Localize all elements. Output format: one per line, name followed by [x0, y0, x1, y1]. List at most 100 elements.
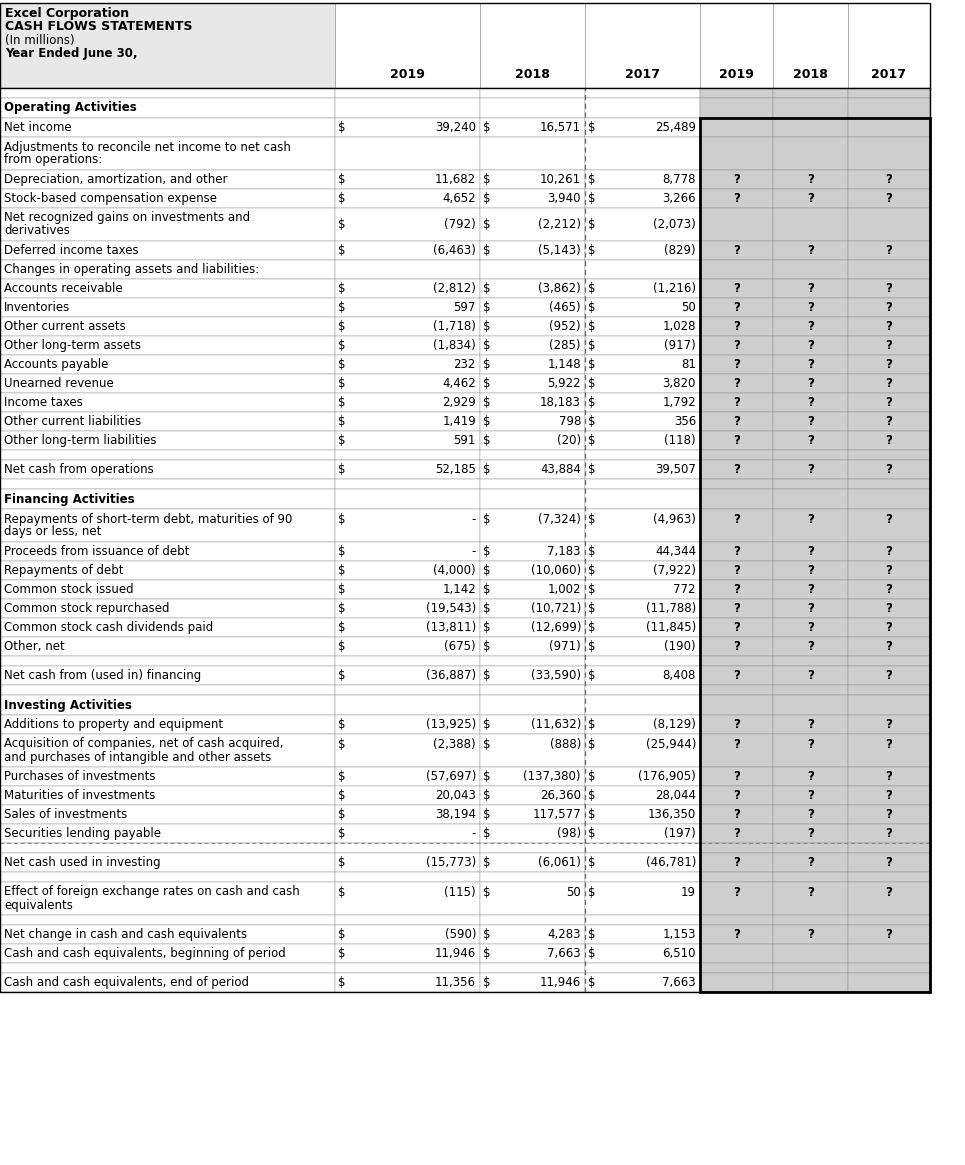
Bar [585, 963, 700, 973]
Bar [335, 666, 480, 685]
Text: $: $ [588, 339, 595, 352]
Bar [0, 209, 335, 241]
Text: $: $ [588, 582, 595, 596]
Text: (10,721): (10,721) [531, 602, 581, 615]
Text: (971): (971) [549, 640, 581, 654]
Bar [0, 617, 335, 637]
Bar [0, 685, 335, 696]
Text: ?: ? [733, 929, 740, 941]
Text: $: $ [483, 947, 490, 960]
Text: $: $ [338, 463, 345, 476]
Text: $: $ [338, 856, 345, 869]
Text: Sales of investments: Sales of investments [4, 809, 127, 821]
Bar [773, 450, 848, 460]
Bar [585, 118, 700, 137]
Text: $: $ [338, 545, 345, 558]
Text: Purchases of investments: Purchases of investments [4, 770, 155, 783]
Text: $: $ [338, 192, 345, 205]
Text: ?: ? [807, 602, 813, 615]
Text: ?: ? [807, 243, 813, 257]
Bar [0, 734, 335, 767]
Text: (20): (20) [557, 435, 581, 447]
Bar [480, 118, 585, 137]
Bar [585, 853, 700, 871]
Text: 4,283: 4,283 [547, 929, 581, 941]
Bar [335, 3, 480, 89]
Bar [585, 580, 700, 599]
Bar [480, 336, 585, 355]
Bar [848, 431, 930, 450]
Text: ?: ? [733, 172, 740, 186]
Text: ?: ? [733, 358, 740, 370]
Text: 10,261: 10,261 [539, 172, 581, 186]
Bar [848, 542, 930, 562]
Bar [700, 824, 773, 843]
Text: $: $ [483, 339, 490, 352]
Bar [480, 189, 585, 209]
Bar [700, 925, 773, 944]
Bar [480, 617, 585, 637]
Bar [0, 374, 335, 393]
Bar [848, 617, 930, 637]
Text: derivatives: derivatives [4, 225, 69, 238]
Bar [585, 460, 700, 479]
Text: ?: ? [886, 929, 893, 941]
Bar [585, 393, 700, 412]
Bar [585, 431, 700, 450]
Bar [480, 542, 585, 562]
Bar [480, 915, 585, 925]
Text: $: $ [588, 513, 595, 527]
Bar [480, 882, 585, 915]
Text: ?: ? [886, 770, 893, 783]
Bar [773, 805, 848, 824]
Text: ?: ? [807, 827, 813, 840]
Text: 136,350: 136,350 [648, 809, 696, 821]
Bar [848, 460, 930, 479]
Bar [700, 973, 773, 993]
Text: $: $ [483, 582, 490, 596]
Text: 1,028: 1,028 [663, 320, 696, 333]
Bar [848, 298, 930, 317]
Bar [335, 509, 480, 542]
Bar [335, 843, 480, 853]
Bar [700, 355, 773, 374]
Bar [773, 715, 848, 734]
Text: (197): (197) [664, 827, 696, 840]
Text: $: $ [483, 737, 490, 751]
Text: 232: 232 [454, 358, 476, 370]
Bar [0, 355, 335, 374]
Bar [848, 278, 930, 298]
Bar [773, 637, 848, 656]
Text: $: $ [338, 640, 345, 654]
Bar [773, 656, 848, 666]
Bar [0, 882, 335, 915]
Bar [585, 317, 700, 336]
Text: 16,571: 16,571 [539, 121, 581, 134]
Bar [585, 509, 700, 542]
Text: $: $ [588, 602, 595, 615]
Text: $: $ [588, 218, 595, 231]
Bar [700, 118, 930, 993]
Text: $: $ [483, 545, 490, 558]
Text: $: $ [588, 358, 595, 370]
Text: 8,778: 8,778 [663, 172, 696, 186]
Text: 39,507: 39,507 [655, 463, 696, 476]
Bar [335, 241, 480, 260]
Text: $: $ [338, 243, 345, 257]
Bar [335, 656, 480, 666]
Text: Other current assets: Other current assets [4, 320, 125, 333]
Text: Stock-based compensation expense: Stock-based compensation expense [4, 192, 217, 205]
Bar [773, 137, 848, 170]
Bar [585, 599, 700, 617]
Text: (2,812): (2,812) [433, 282, 476, 295]
Bar [773, 973, 848, 993]
Text: $: $ [338, 621, 345, 634]
Bar [700, 98, 773, 118]
Bar [0, 715, 335, 734]
Text: ?: ? [733, 513, 740, 527]
Bar [700, 562, 773, 580]
Bar [585, 915, 700, 925]
Text: Cash and cash equivalents, beginning of period: Cash and cash equivalents, beginning of … [4, 947, 286, 960]
Bar [0, 963, 335, 973]
Bar [700, 393, 773, 412]
